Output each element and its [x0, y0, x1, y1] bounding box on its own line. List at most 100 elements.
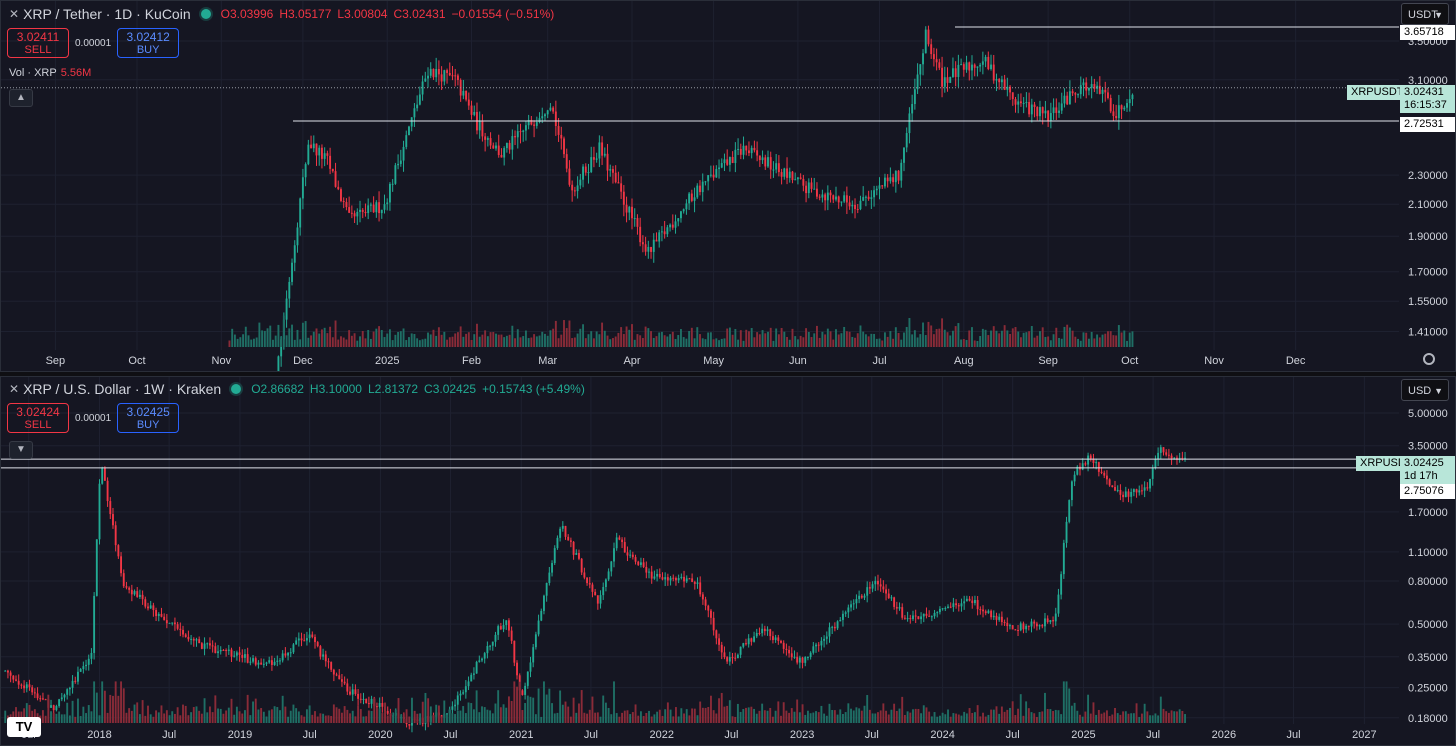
candle-body [308, 634, 311, 639]
volume-bar [881, 340, 884, 347]
candle-body [726, 159, 729, 165]
candle-body [1076, 466, 1079, 475]
symbol-title[interactable]: XRP / Tether · 1D · KuCoin [23, 6, 191, 22]
sell-button[interactable]: 3.02424 SELL [7, 403, 69, 433]
volume-bar [626, 710, 629, 723]
volume-bar [699, 334, 701, 347]
volume-bar [265, 716, 268, 723]
volume-bar [327, 715, 330, 723]
volume-bar [1124, 711, 1127, 723]
symbol-title[interactable]: XRP / U.S. Dollar · 1W · Kraken [23, 381, 222, 397]
volume-bar [470, 339, 473, 347]
volume-bar [1108, 716, 1111, 723]
expand-legend-button[interactable]: ▼ [9, 441, 33, 459]
candle-body [133, 591, 136, 595]
buy-button[interactable]: 3.02425 BUY [117, 403, 180, 433]
volume-bar [114, 681, 117, 723]
candle-body [343, 681, 346, 684]
volume-bar [481, 334, 484, 347]
x-tick-label: Mar [538, 355, 557, 367]
candle-body [718, 638, 720, 645]
volume-bar [462, 706, 465, 723]
x-tick-label: Jul [162, 729, 176, 741]
volume-bar [870, 333, 873, 347]
volume-bar [361, 330, 364, 347]
candle-body [66, 689, 69, 695]
candle-body [859, 200, 862, 210]
candle-body [1143, 487, 1146, 491]
buy-button[interactable]: 3.02412 BUY [117, 28, 180, 58]
volume-bar [533, 334, 536, 347]
candle-body [289, 652, 292, 654]
candle-body [1035, 623, 1038, 627]
volume-bar [856, 333, 859, 347]
volume-bar [364, 338, 367, 347]
volume-bar [526, 695, 529, 723]
candle-body [85, 664, 87, 667]
volume-bar [239, 337, 242, 347]
weekly-chart-canvas[interactable]: 5.000003.500001.700001.100000.800000.500… [1, 377, 1456, 746]
candle-body [995, 78, 998, 81]
weekly-chart-pane[interactable]: 5.00000 3.50000 1.70000 1.10000 0.80000 0.500… [0, 376, 1456, 746]
candle-body [249, 661, 252, 663]
volume-bar [219, 708, 222, 723]
volume-bar [745, 329, 748, 347]
volume-bar [258, 322, 261, 347]
tradingview-logo[interactable]: TV [7, 717, 41, 737]
volume-bar [540, 716, 543, 723]
candle-body [688, 578, 691, 580]
candle-body [60, 697, 63, 700]
volume-bar [602, 695, 605, 723]
candle-body [149, 605, 152, 609]
volume-bar [890, 709, 893, 723]
volume-bar [300, 715, 303, 723]
volume-bar [391, 340, 394, 347]
volume-bar [47, 694, 50, 723]
candle-body [478, 660, 481, 662]
volume-bar [1033, 713, 1036, 723]
candle-body [680, 576, 683, 579]
volume-bar [914, 708, 917, 723]
x-tick-label: 2027 [1352, 729, 1376, 741]
x-tick-label: Jul [1287, 729, 1301, 741]
collapse-legend-button[interactable]: ▲ [9, 89, 33, 107]
volume-bar [829, 331, 832, 347]
candle-body [903, 147, 905, 163]
currency-selector[interactable]: USD ▼ [1401, 379, 1449, 401]
volume-bar [1146, 711, 1149, 723]
volume-bar [529, 696, 532, 723]
candle-body [553, 548, 556, 564]
candle-body [634, 557, 637, 562]
volume-bar [235, 706, 238, 723]
currency-selector[interactable]: USDT ▼ [1401, 3, 1449, 25]
volume-bar [774, 710, 777, 723]
candle-body [20, 684, 23, 686]
volume-bar [707, 707, 710, 723]
daily-chart-pane[interactable]: 3.50000 3.10000 2.30000 2.10000 1.90000 1.700… [0, 0, 1456, 372]
volume-bar [712, 710, 715, 723]
volume-bar [1060, 714, 1063, 723]
gear-icon[interactable] [1423, 353, 1435, 365]
volume-bar [965, 339, 968, 347]
candle-body [979, 609, 982, 611]
sell-button[interactable]: 3.02411 SELL [7, 28, 69, 58]
candle-body [184, 634, 187, 637]
volume-bar [497, 690, 500, 723]
volume-bar [467, 332, 470, 347]
volume-bar [893, 703, 896, 723]
volume-bar [835, 329, 837, 347]
candle-body [173, 622, 176, 625]
volume-bar [513, 681, 516, 723]
candle-body [1049, 620, 1052, 623]
volume-bar [1092, 702, 1095, 723]
daily-chart-canvas[interactable]: 3.500003.100002.300002.100001.900001.700… [1, 1, 1456, 372]
candle-body [641, 242, 644, 245]
volume-bar [894, 327, 897, 347]
volume-bar [992, 326, 995, 347]
candle-body [747, 638, 750, 645]
volume-bar [168, 715, 171, 723]
candle-body [530, 119, 533, 125]
volume-bar [217, 708, 219, 723]
volume-bar [370, 710, 373, 723]
volume-bar [636, 334, 639, 347]
